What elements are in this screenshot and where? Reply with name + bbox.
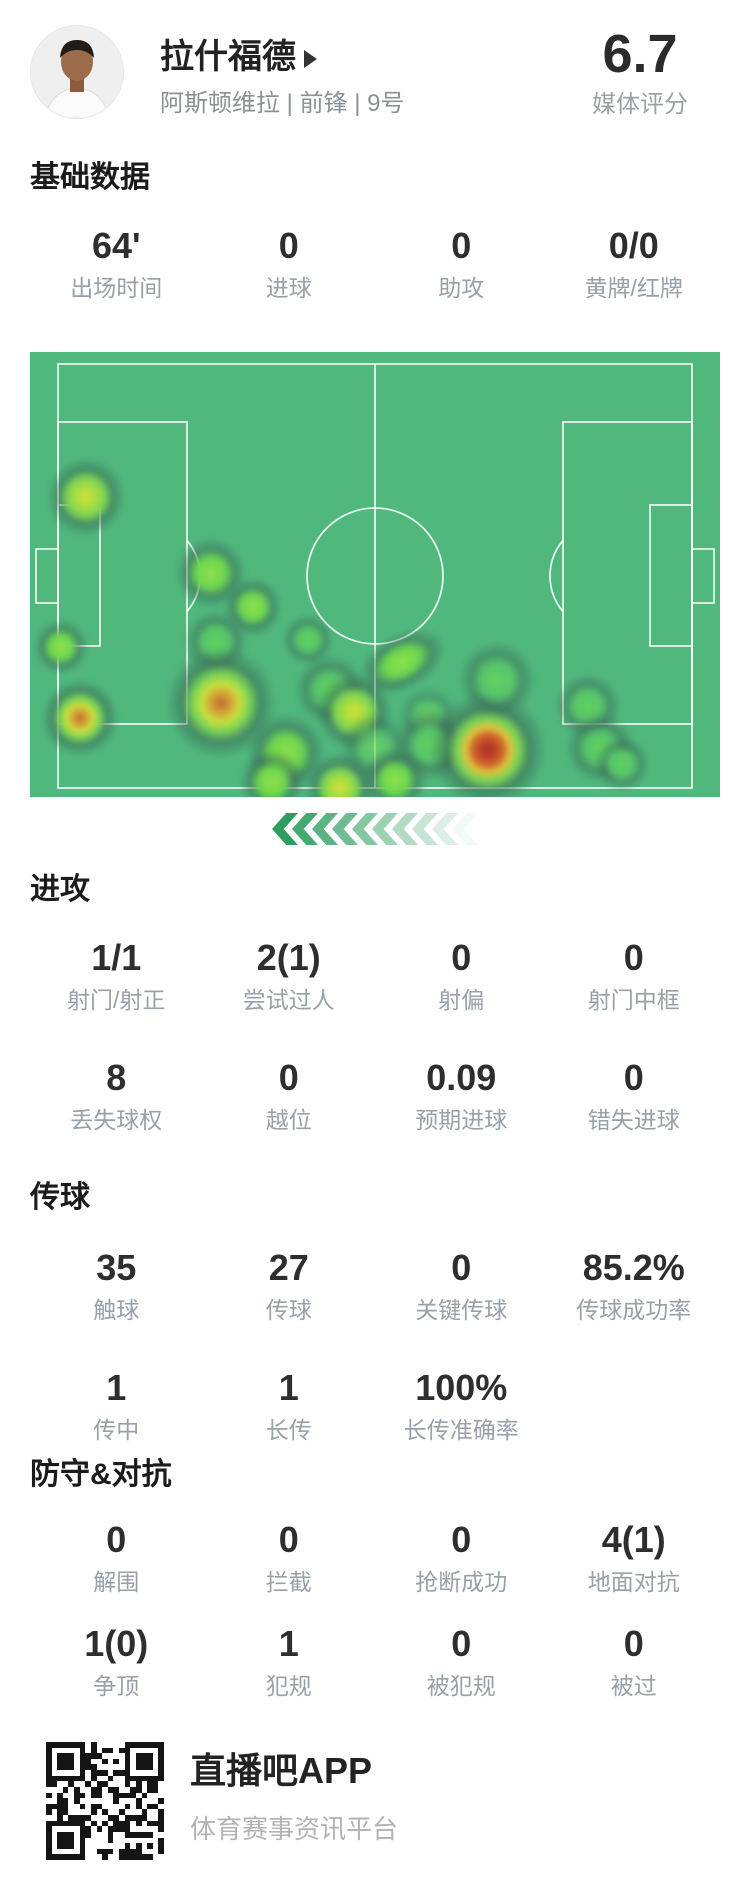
stat-possession-lost: 8 丢失球权 (70, 1057, 163, 1133)
stat-dribbles: 2(1) 尝试过人 (242, 937, 335, 1013)
chevron-right-icon (304, 50, 317, 69)
stat-aerial-duels: 1(0) 争顶 (84, 1623, 149, 1699)
stat-minutes: 64' 出场时间 (70, 225, 163, 301)
section-title-passing: 传球 (30, 1181, 90, 1214)
player-avatar[interactable] (30, 25, 124, 119)
section-title-basic: 基础数据 (30, 161, 150, 194)
section-title-attack: 进攻 (30, 873, 90, 906)
stat-goals: 0 进球 (265, 225, 312, 301)
player-name: 拉什福德 (160, 38, 296, 76)
defense-row-1: 0 解围 0 拦截 0 抢断成功 4(1) 地面对抗 (30, 1518, 720, 1598)
player-portrait (31, 26, 123, 118)
stat-tackles-won: 0 抢断成功 (415, 1519, 508, 1595)
stat-assists: 0 助攻 (438, 225, 485, 301)
player-name-row[interactable]: 拉什福德 (160, 36, 317, 78)
stat-passes: 27 传球 (265, 1247, 312, 1323)
stat-key-passes: 0 关键传球 (415, 1247, 508, 1323)
attack-row-2: 8 丢失球权 0 越位 0.09 预期进球 0 错失进球 (30, 1056, 720, 1136)
stat-was-fouled: 0 被犯规 (426, 1623, 496, 1699)
passing-row-2: 1 传中 1 长传 100% 长传准确率 (30, 1366, 720, 1446)
stat-shots: 1/1 射门/射正 (67, 937, 166, 1013)
qr-code (46, 1742, 164, 1860)
stat-dribbled-past: 0 被过 (610, 1623, 657, 1699)
stat-empty (548, 1366, 721, 1446)
attack-direction-chevrons (0, 813, 750, 845)
section-title-defense: 防守&对抗 (30, 1458, 172, 1491)
stat-long-ball-accuracy: 100% 长传准确率 (403, 1367, 519, 1443)
stat-clearances: 0 解围 (93, 1519, 140, 1595)
player-meta: 阿斯顿维拉 | 前锋 | 9号 (160, 90, 405, 117)
stat-big-chances-missed: 0 错失进球 (587, 1057, 680, 1133)
stat-interceptions: 0 拦截 (265, 1519, 312, 1595)
stat-fouls: 1 犯规 (265, 1623, 312, 1699)
app-name: 直播吧APP (190, 1750, 373, 1791)
stat-pass-accuracy: 85.2% 传球成功率 (576, 1247, 692, 1323)
stat-offsides: 0 越位 (265, 1057, 312, 1133)
stat-long-balls: 1 长传 (265, 1367, 312, 1443)
stat-ground-duels: 4(1) 地面对抗 (587, 1519, 680, 1595)
pitch-heatmap (30, 352, 720, 797)
stat-woodwork: 0 射门中框 (587, 937, 680, 1013)
passing-row-1: 35 触球 27 传球 0 关键传球 85.2% 传球成功率 (30, 1246, 720, 1326)
attack-row-1: 1/1 射门/射正 2(1) 尝试过人 0 射偏 0 射门中框 (30, 936, 720, 1016)
app-tagline: 体育赛事资讯平台 (190, 1814, 399, 1844)
media-rating: 6.7 媒体评分 (545, 24, 735, 120)
stat-cards: 0/0 黄牌/红牌 (584, 225, 683, 301)
stat-crosses: 1 传中 (93, 1367, 140, 1443)
rating-value: 6.7 (602, 24, 678, 84)
basic-stats-row: 64' 出场时间 0 进球 0 助攻 0/0 黄牌/红牌 (30, 224, 720, 304)
rating-label: 媒体评分 (592, 91, 688, 118)
stat-shots-off: 0 射偏 (438, 937, 485, 1013)
stat-touches: 35 触球 (93, 1247, 140, 1323)
defense-row-2: 1(0) 争顶 1 犯规 0 被犯规 0 被过 (30, 1622, 720, 1702)
stat-xg: 0.09 预期进球 (415, 1057, 508, 1133)
